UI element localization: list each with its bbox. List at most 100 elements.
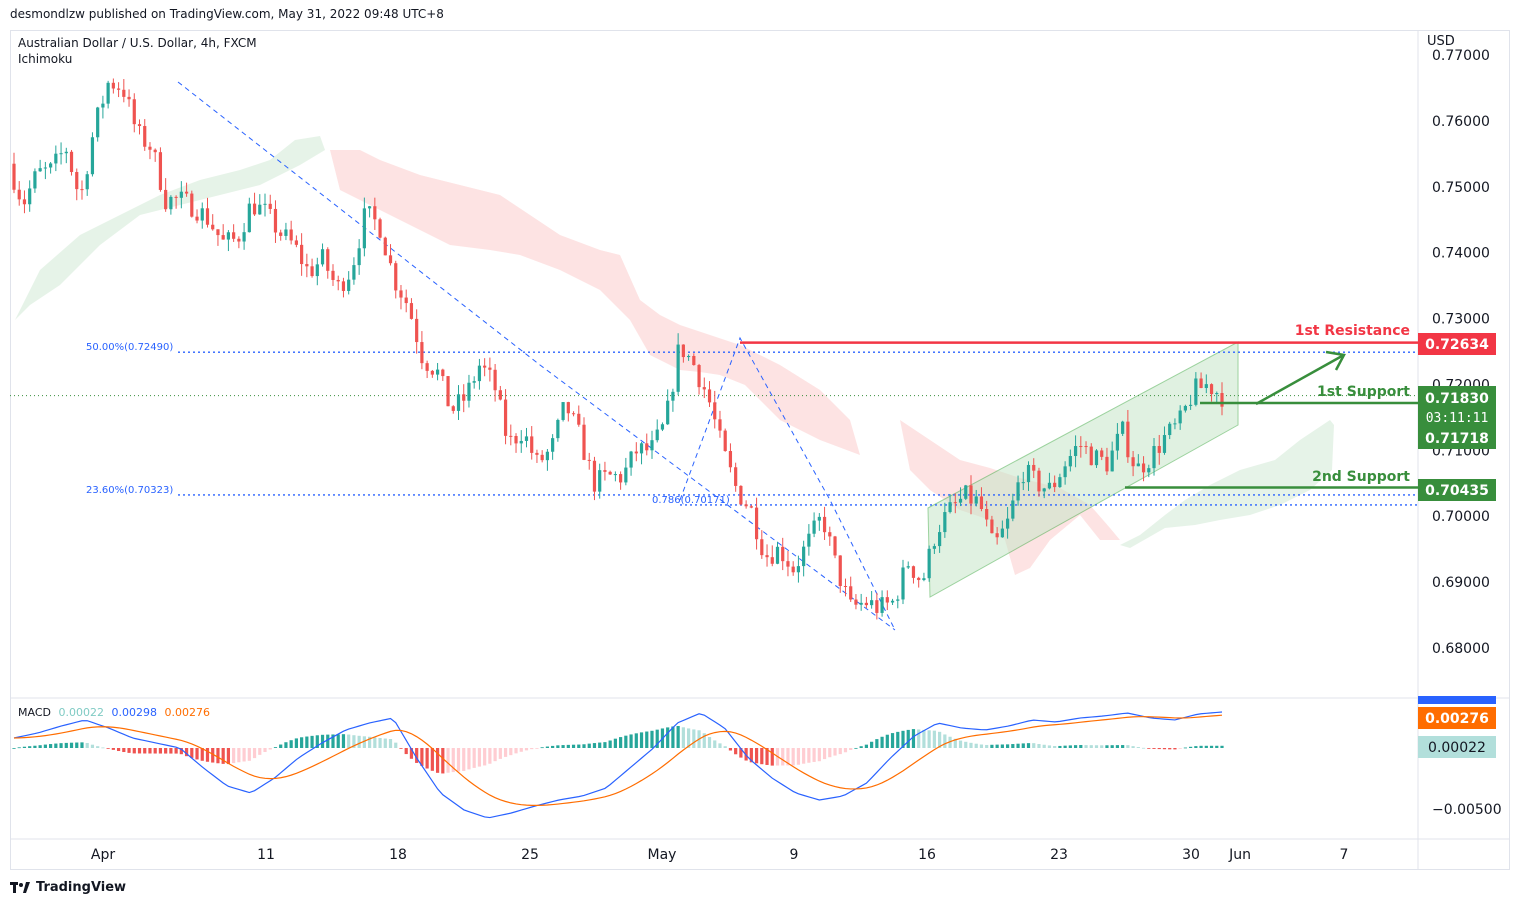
candle-body (906, 566, 910, 568)
candle-body (571, 413, 576, 415)
candle-body (247, 203, 251, 233)
candle-body (509, 435, 513, 437)
candle-body (598, 470, 602, 492)
candle-body (368, 206, 372, 209)
macd-hist-bar (326, 734, 330, 748)
candle-body (917, 577, 921, 581)
macd-hist-bar (556, 745, 560, 748)
svg-text:0.00276: 0.00276 (1425, 711, 1489, 727)
candle-body (435, 369, 440, 375)
macd-hist-bar (284, 742, 288, 748)
macd-hist-bar (357, 735, 361, 748)
candle-body (802, 546, 806, 567)
candle-body (1005, 518, 1010, 529)
macd-hist-bar (943, 734, 947, 748)
macd-hist-bar (1053, 746, 1057, 748)
candle-body (660, 424, 665, 430)
candle-body (383, 237, 387, 256)
candle-body (1068, 456, 1072, 467)
time-tick-label: 16 (918, 847, 936, 863)
macd-hist-bar (294, 738, 298, 748)
candle-body (995, 533, 999, 538)
macd-hist-bar (1183, 747, 1187, 749)
macd-hist-bar (598, 742, 602, 748)
candle-body (608, 471, 612, 475)
candle-body (634, 451, 638, 454)
macd-hist-bar (1011, 744, 1015, 748)
macd-hist-bar (707, 737, 712, 748)
macd-hist-bar (1058, 745, 1062, 748)
macd-hist-bar (1000, 744, 1004, 748)
candle-body (519, 440, 523, 444)
macd-hist-bar (127, 748, 131, 753)
candle-body (718, 419, 722, 431)
candle-body (1026, 464, 1031, 483)
macd-hist-bar (619, 737, 623, 748)
svg-text:0.00022: 0.00022 (1428, 740, 1486, 756)
macd-axis-label: −0.00500 (1432, 802, 1502, 818)
candle-body (493, 369, 497, 391)
macd-hist-bar (336, 734, 340, 748)
candle-body (943, 512, 947, 533)
candle-body (320, 249, 325, 265)
price-tick-label: 0.76000 (1432, 114, 1490, 130)
candle-body (911, 566, 916, 578)
macd-hist-bar (634, 733, 638, 748)
macd-hist-bar (859, 746, 863, 748)
candle-body (770, 557, 774, 564)
macd-hist-bar (843, 748, 848, 753)
candle-body (451, 406, 455, 411)
macd-hist-bar (493, 748, 497, 762)
candle-body (922, 578, 926, 581)
macd-hist-bar (1026, 743, 1031, 748)
candle-body (33, 171, 37, 189)
macd-hist-bar (315, 735, 319, 748)
macd-hist-bar (676, 726, 680, 748)
candle-body (870, 600, 874, 606)
candle-body (1194, 378, 1198, 405)
macd-hist-bar (12, 748, 16, 749)
time-tick-label: Jun (1228, 847, 1251, 863)
tradingview-footer[interactable]: TradingView (10, 880, 126, 895)
macd-hist-bar (1021, 743, 1025, 748)
candle-body (1162, 435, 1167, 453)
macd-signal-value: 0.00276 (164, 706, 210, 719)
macd-hist-bar (786, 748, 790, 766)
candle-body (655, 429, 659, 441)
macd-hist-bar (1147, 748, 1151, 749)
macd-hist-bar (890, 733, 895, 748)
macd-hist-bar (446, 748, 450, 773)
macd-hist-bar (383, 738, 387, 748)
candle-body (577, 413, 581, 425)
candle-body (624, 467, 628, 483)
candle-body (362, 208, 366, 249)
macd-hist-bar (613, 738, 617, 748)
svg-text:0.71718: 0.71718 (1425, 431, 1489, 447)
candle-body (252, 203, 257, 215)
macd-hist-bar (232, 748, 236, 764)
macd-hist-bar (566, 744, 570, 748)
candle-body (1105, 456, 1109, 472)
candle-body (969, 485, 973, 504)
chart-frame (10, 30, 1510, 870)
macd-hist-bar (639, 732, 644, 748)
macd-hist-bar (932, 730, 936, 748)
macd-hist-bar (1209, 745, 1214, 748)
ichimoku-cloud-bear (330, 150, 860, 455)
candle-body (1220, 393, 1224, 407)
macd-hist-bar (263, 748, 267, 752)
macd-label: MACD (18, 706, 51, 719)
macd-hist-bar (1121, 745, 1125, 748)
macd-hist-bar (273, 747, 278, 748)
candle-body (284, 229, 288, 236)
candle-body (75, 172, 79, 190)
candle-body (1079, 446, 1083, 448)
macd-histogram (12, 726, 1224, 774)
candle-body (582, 424, 586, 460)
macd-hist-bar (1126, 745, 1130, 748)
candle-body (807, 533, 811, 547)
candle-body (556, 419, 560, 439)
candle-body (164, 189, 168, 210)
candle-body (1037, 470, 1041, 492)
